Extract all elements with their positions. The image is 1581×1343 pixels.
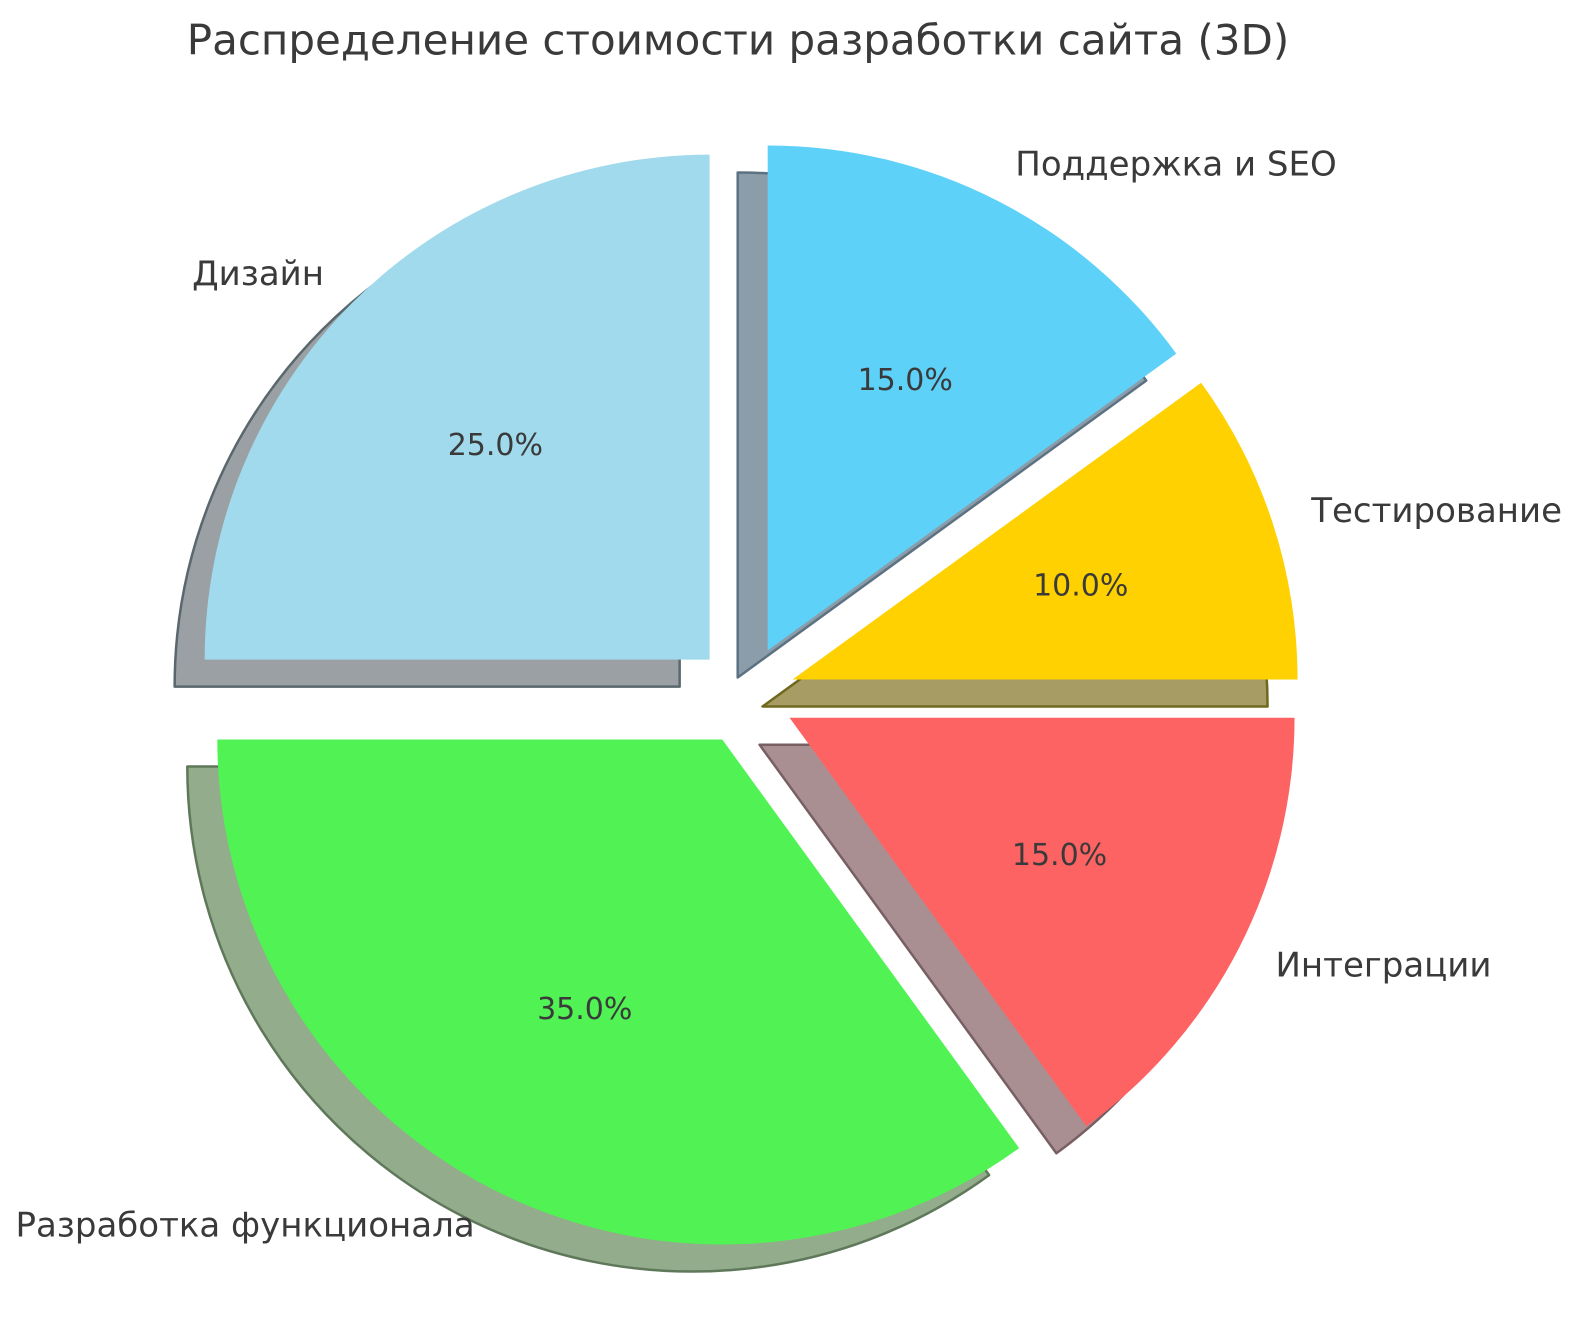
pie-slice-percent-label: 25.0% xyxy=(448,428,543,463)
pie-slice-label: Интеграции xyxy=(1276,945,1492,985)
pie-slice-label: Дизайн xyxy=(192,254,324,294)
pie-text-layer: 25.0% Дизайн 35.0% Разработка функционала 15… xyxy=(15,144,1562,1245)
pie-slice xyxy=(767,145,1177,651)
pie-slice-percent-label: 15.0% xyxy=(1012,838,1107,873)
pie-wedges-layer xyxy=(204,145,1298,1245)
chart-title: Распределение стоимости разработки сайта… xyxy=(186,15,1290,65)
pie-slice xyxy=(789,717,1295,1127)
pie-slice xyxy=(217,739,1020,1245)
pie-slice-label: Тестирование xyxy=(1310,491,1562,531)
pie-slice-percent-label: 10.0% xyxy=(1033,568,1128,603)
pie-slice xyxy=(204,154,710,660)
pie-slice-percent-label: 35.0% xyxy=(537,992,632,1027)
pie-slice-label: Разработка функционала xyxy=(15,1206,474,1246)
pie-slice-percent-label: 15.0% xyxy=(858,363,953,398)
pie-slice xyxy=(792,382,1298,680)
pie-slice-label: Поддержка и SEO xyxy=(1015,144,1336,184)
